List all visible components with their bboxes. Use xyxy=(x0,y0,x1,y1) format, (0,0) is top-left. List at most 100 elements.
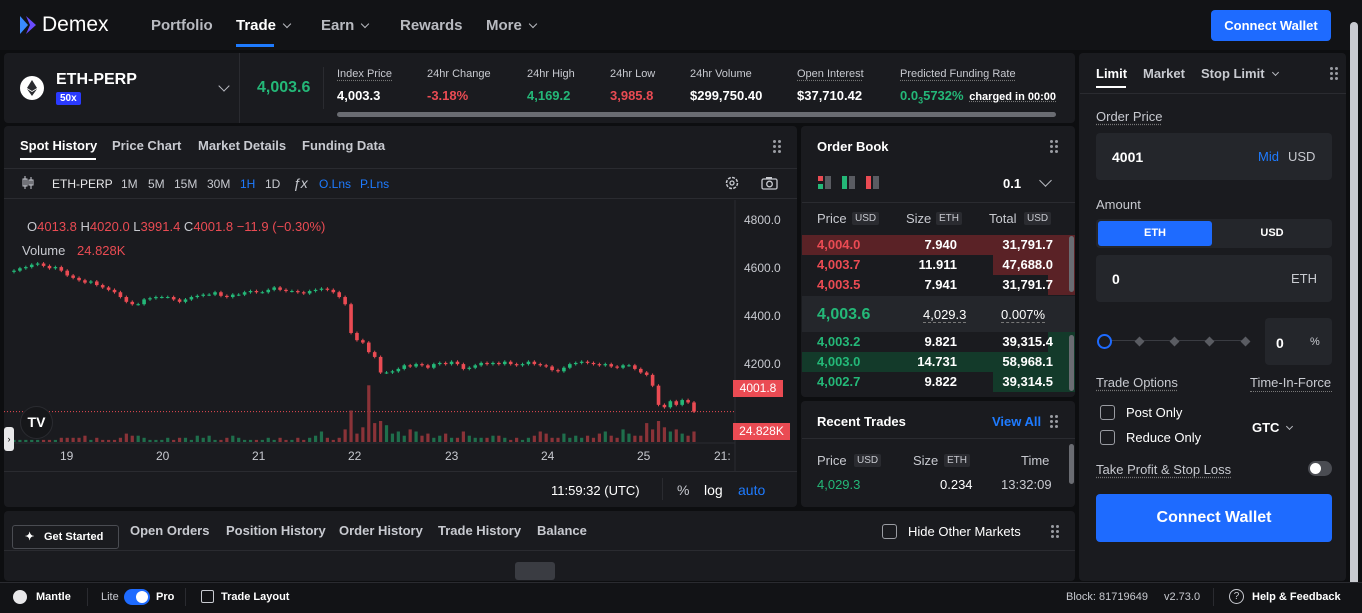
layout-icon[interactable] xyxy=(201,590,214,603)
lite-pro-toggle[interactable] xyxy=(124,589,150,605)
bottom-drag-handle-icon[interactable] xyxy=(1051,525,1059,538)
post-only-label[interactable]: Post Only xyxy=(1126,405,1183,420)
log-scale-toggle[interactable]: log xyxy=(704,482,723,498)
p-lns-toggle[interactable]: P.Lns xyxy=(360,177,390,191)
nav-more[interactable]: More xyxy=(486,17,538,34)
ob-col-size-unit: ETH xyxy=(936,212,962,225)
settings-gear-icon[interactable] xyxy=(724,175,740,191)
trades-drag-handle-icon[interactable] xyxy=(1050,415,1058,428)
view-all-link[interactable]: View All xyxy=(992,414,1042,429)
volume-bar xyxy=(591,437,596,442)
trade-layout-button[interactable]: Trade Layout xyxy=(221,591,290,603)
book-view-asks-icon[interactable] xyxy=(866,176,880,190)
reduce-only-label[interactable]: Reduce Only xyxy=(1126,430,1202,445)
tradingview-logo[interactable]: TV xyxy=(20,406,53,439)
network-name[interactable]: Mantle xyxy=(36,591,71,603)
interval-15m[interactable]: 15M xyxy=(174,177,198,191)
tab-price-chart[interactable]: Price Chart xyxy=(112,138,182,153)
indicators-icon[interactable]: ƒx xyxy=(293,175,308,191)
bid-depth-bar xyxy=(802,352,1075,372)
help-feedback-link[interactable]: Help & Feedback xyxy=(1252,591,1341,603)
order-tab-market[interactable]: Market xyxy=(1143,66,1185,81)
nav-trade[interactable]: Trade xyxy=(236,17,292,34)
slider-step[interactable] xyxy=(1204,336,1215,347)
order-form-drag-handle-icon[interactable] xyxy=(1330,67,1338,80)
ask-row[interactable]: 4,004.0 7.940 31,791.7 xyxy=(802,235,1075,255)
slider-percent-field[interactable]: 0 % xyxy=(1265,318,1332,365)
percent-scale-toggle[interactable]: % xyxy=(677,482,690,498)
reduce-only-checkbox[interactable] xyxy=(1100,430,1115,445)
bid-row[interactable]: 4,003.0 14.731 58,968.1 xyxy=(802,352,1075,372)
slider-step[interactable] xyxy=(1169,336,1180,347)
candle-body xyxy=(142,299,146,305)
interval-1h[interactable]: 1H xyxy=(240,177,256,191)
interval-5m[interactable]: 5M xyxy=(148,177,165,191)
tab-order-history[interactable]: Order History xyxy=(339,523,423,538)
interval-1m[interactable]: 1M xyxy=(121,177,138,191)
toolbar-symbol[interactable]: ETH-PERP xyxy=(52,177,113,191)
amount-field[interactable]: 0 ETH xyxy=(1096,255,1332,302)
ohlc-l-label: L xyxy=(133,219,141,234)
ob-mid-row[interactable]: 4,003.6 4,029.3 0.007% xyxy=(802,296,1075,332)
order-tab-stop-limit[interactable]: Stop Limit xyxy=(1201,66,1279,81)
bid-row[interactable]: 4,003.2 9.821 39,315.4 xyxy=(802,332,1075,352)
candle-type-icon[interactable] xyxy=(21,176,35,190)
nav-rewards[interactable]: Rewards xyxy=(400,17,463,34)
get-started-button[interactable]: ✦ Get Started xyxy=(12,525,119,549)
nav-portfolio[interactable]: Portfolio xyxy=(151,17,213,34)
ask-row[interactable]: 4,003.5 7.941 31,791.7 xyxy=(802,275,1075,295)
help-icon[interactable]: ? xyxy=(1229,589,1244,604)
orderbook-drag-handle-icon[interactable] xyxy=(1050,140,1058,153)
ohlc-c-label: C xyxy=(183,219,194,234)
tp-sl-toggle[interactable] xyxy=(1308,461,1332,476)
slider-thumb[interactable] xyxy=(1097,334,1112,349)
sidebar-expand-handle[interactable]: › xyxy=(4,427,14,451)
rt-scrollbar[interactable] xyxy=(1069,444,1074,484)
slider-step[interactable] xyxy=(1134,336,1145,347)
tif-select[interactable]: GTC xyxy=(1252,420,1294,435)
market-selector[interactable]: ETH-PERP 50x xyxy=(4,53,240,123)
ask-row[interactable]: 4,003.7 11.911 47,688.0 xyxy=(802,255,1075,275)
interval-1d[interactable]: 1D xyxy=(265,177,281,191)
tick-size-select[interactable]: 0.1 xyxy=(1003,176,1022,191)
unit-usd-button[interactable]: USD xyxy=(1214,221,1330,246)
tab-position-history[interactable]: Position History xyxy=(226,523,326,538)
tab-spot-history[interactable]: Spot History xyxy=(20,138,98,153)
volume-bar xyxy=(396,431,400,442)
o-lns-toggle[interactable]: O.Lns xyxy=(319,177,352,191)
price-chart[interactable] xyxy=(4,200,797,471)
auto-scale-toggle[interactable]: auto xyxy=(738,482,766,498)
tab-funding-data[interactable]: Funding Data xyxy=(302,138,386,153)
volume-bar xyxy=(237,437,241,442)
order-price-field[interactable]: 4001 Mid USD xyxy=(1096,133,1332,180)
chart-clock[interactable]: 11:59:32 (UTC) xyxy=(551,483,640,498)
connect-wallet-header-button[interactable]: Connect Wallet xyxy=(1211,10,1331,41)
post-only-checkbox[interactable] xyxy=(1100,405,1115,420)
slider-step[interactable] xyxy=(1240,336,1251,347)
volume-bar xyxy=(331,439,335,442)
hide-other-markets-label[interactable]: Hide Other Markets xyxy=(908,524,1021,539)
tab-open-orders[interactable]: Open Orders xyxy=(130,523,210,538)
book-view-bids-icon[interactable] xyxy=(842,176,856,190)
chart-drag-handle-icon[interactable] xyxy=(773,140,781,153)
book-view-both-icon[interactable] xyxy=(818,176,832,190)
nav-earn[interactable]: Earn xyxy=(321,17,370,34)
header-scrollbar[interactable] xyxy=(337,112,1056,117)
connect-wallet-button[interactable]: Connect Wallet xyxy=(1096,494,1332,542)
tab-balance[interactable]: Balance xyxy=(537,523,587,538)
amount-slider[interactable] xyxy=(1096,333,1256,349)
mid-price-button[interactable]: Mid xyxy=(1258,149,1279,164)
order-tab-limit[interactable]: Limit xyxy=(1096,66,1128,81)
bid-row[interactable]: 4,002.7 9.822 39,314.5 xyxy=(802,372,1075,392)
ob-scrollbar[interactable] xyxy=(1069,236,1074,292)
tab-trade-history[interactable]: Trade History xyxy=(438,523,522,538)
page-scrollbar[interactable] xyxy=(1350,22,1358,588)
mantle-network-icon[interactable] xyxy=(13,590,27,604)
hide-other-markets-checkbox[interactable] xyxy=(882,524,897,539)
unit-eth-button[interactable]: ETH xyxy=(1098,221,1212,246)
ob-scrollbar-lower[interactable] xyxy=(1069,335,1074,391)
camera-icon[interactable] xyxy=(761,176,778,190)
volume-bar xyxy=(455,437,460,442)
interval-30m[interactable]: 30M xyxy=(207,177,231,191)
tab-market-details[interactable]: Market Details xyxy=(198,138,287,153)
